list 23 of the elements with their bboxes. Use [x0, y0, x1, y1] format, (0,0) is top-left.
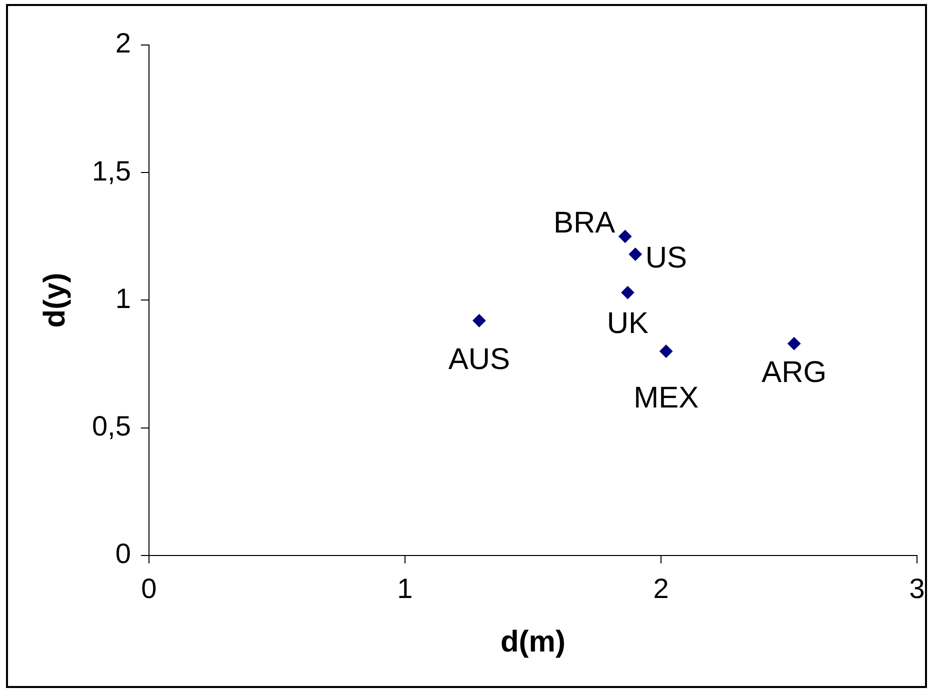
point [660, 344, 673, 358]
y-tick-label: 0 [115, 538, 131, 570]
point [472, 314, 486, 328]
x-tick-label: 3 [909, 572, 925, 604]
y-tick-label: 1,5 [92, 155, 131, 186]
annotation: ARG [762, 356, 827, 389]
y-tick-label: 0,5 [92, 410, 131, 442]
x-tick-label: 2 [653, 572, 669, 604]
x-tick-label: 0 [141, 572, 157, 604]
point [621, 286, 634, 300]
annotation: UK [606, 306, 649, 340]
annotation: AUS [448, 342, 510, 376]
x-axis-title: d(m) [500, 625, 566, 658]
y-tick-label: 2 [115, 28, 131, 59]
point [618, 230, 632, 243]
point [628, 248, 642, 261]
annotation: BRA [553, 206, 616, 240]
x-tick-label: 1 [397, 572, 413, 604]
annotation: MEX [634, 382, 699, 415]
annotation: US [645, 242, 688, 275]
y-axis-title: d(y) [38, 272, 72, 328]
point [788, 337, 801, 350]
y-tick-label: 1 [115, 282, 131, 314]
